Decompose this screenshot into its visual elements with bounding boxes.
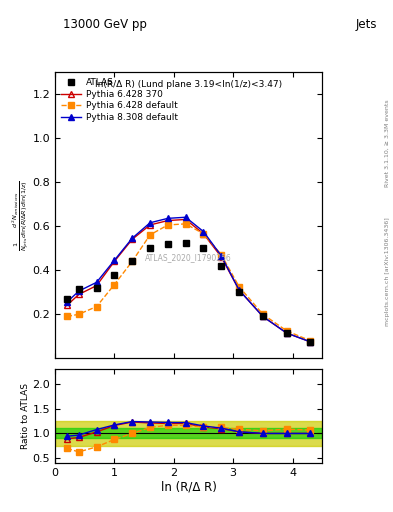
Legend: ATLAS, Pythia 6.428 370, Pythia 6.428 default, Pythia 8.308 default: ATLAS, Pythia 6.428 370, Pythia 6.428 de… — [59, 76, 180, 124]
Text: ln(R/Δ R) (Lund plane 3.19<ln(1/z)<3.47): ln(R/Δ R) (Lund plane 3.19<ln(1/z)<3.47) — [95, 80, 282, 89]
Text: 13000 GeV pp: 13000 GeV pp — [63, 18, 147, 31]
Text: Jets: Jets — [356, 18, 377, 31]
Text: Rivet 3.1.10, ≥ 3.3M events: Rivet 3.1.10, ≥ 3.3M events — [385, 99, 389, 187]
Y-axis label: $\frac{1}{N_{jets}}\frac{d^2 N_{emissions}}{d\ln(R/\Delta R)\,d\ln(1/z)}$: $\frac{1}{N_{jets}}\frac{d^2 N_{emission… — [10, 180, 31, 250]
Y-axis label: Ratio to ATLAS: Ratio to ATLAS — [20, 383, 29, 449]
Text: ATLAS_2020_I1790256: ATLAS_2020_I1790256 — [145, 253, 232, 263]
X-axis label: ln (R/Δ R): ln (R/Δ R) — [161, 481, 217, 494]
Text: mcplots.cern.ch [arXiv:1306.3436]: mcplots.cern.ch [arXiv:1306.3436] — [385, 217, 389, 326]
